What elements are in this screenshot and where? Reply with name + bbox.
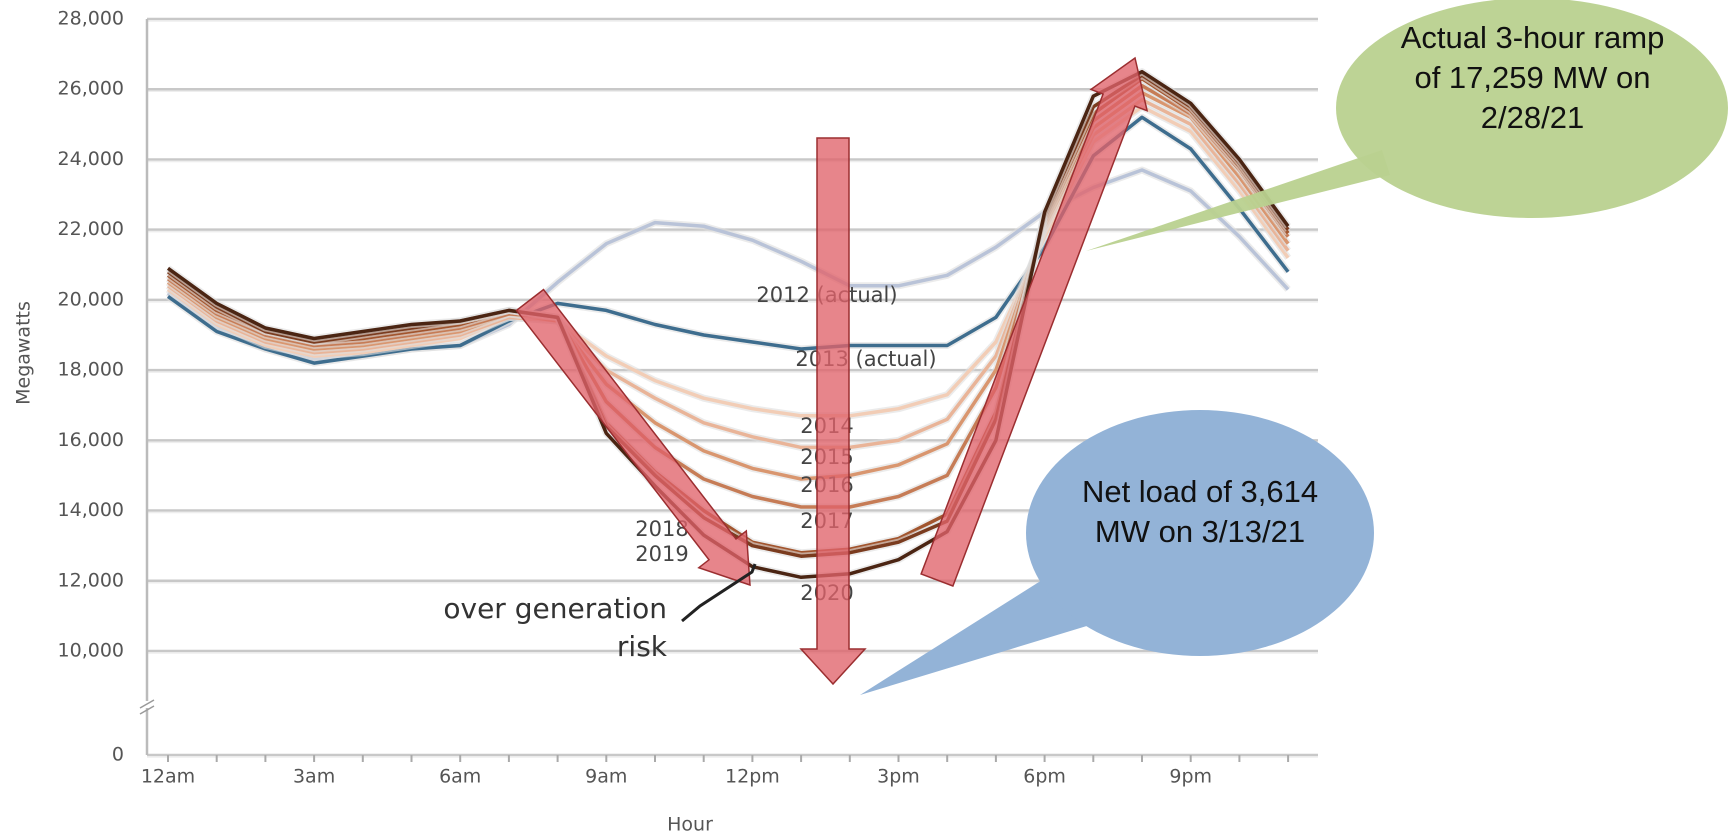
axis-break bbox=[139, 699, 155, 709]
y-tick-label: 14,000 bbox=[58, 499, 124, 521]
leader-line bbox=[681, 563, 757, 623]
annotation-risk: over generation risk bbox=[443, 592, 667, 663]
callout-net-load-bubble bbox=[860, 575, 1090, 695]
arrow bbox=[920, 56, 1149, 587]
x-tick-label: 12pm bbox=[725, 766, 780, 788]
series-label: 2019 bbox=[635, 542, 688, 566]
series-line bbox=[166, 168, 1290, 362]
callout-net-load: Net load of 3,614 MW on 3/13/21 bbox=[1081, 474, 1319, 549]
callout-ramp-bubble bbox=[1336, 0, 1728, 218]
y-tick-label: 26,000 bbox=[58, 78, 124, 100]
x-tick-label: 3am bbox=[293, 766, 335, 788]
y-tick-label: 12,000 bbox=[58, 569, 124, 591]
x-tick-label: 9am bbox=[585, 766, 627, 788]
y-tick-label: 0 bbox=[112, 744, 124, 766]
series-line bbox=[166, 98, 1290, 450]
callout-ramp-bubble bbox=[1086, 150, 1390, 251]
line-shadow bbox=[165, 89, 1291, 483]
y-tick-label: 28,000 bbox=[58, 8, 124, 30]
y-tick-label: 16,000 bbox=[58, 429, 124, 451]
x-tick-label: 3pm bbox=[877, 766, 920, 788]
y-tick-label: 10,000 bbox=[58, 640, 124, 662]
annotations: 2012 (actual)2013 (actual)20142015201620… bbox=[515, 0, 1728, 695]
y-tick-label: 18,000 bbox=[58, 359, 124, 381]
y-axis-label: Megawatts bbox=[13, 301, 35, 405]
arrow bbox=[799, 137, 867, 686]
line-shadow bbox=[165, 96, 1291, 451]
x-tick-label: 9pm bbox=[1169, 766, 1212, 788]
x-tick-label: 12am bbox=[141, 766, 195, 788]
callout-net-load-bubble bbox=[1026, 410, 1374, 656]
arrow bbox=[515, 288, 751, 587]
x-tick-label: 6am bbox=[439, 766, 481, 788]
y-tick-label: 20,000 bbox=[58, 288, 124, 310]
axis-break bbox=[139, 705, 155, 715]
series-line bbox=[166, 90, 1290, 481]
x-tick-label: 6pm bbox=[1023, 766, 1066, 788]
y-tick-label: 24,000 bbox=[58, 148, 124, 170]
x-axis-label: Hour bbox=[667, 814, 713, 836]
y-tick-label: 22,000 bbox=[58, 218, 124, 240]
callout-ramp: Actual 3-hour ramp of 17,259 MW on 2/28/… bbox=[1400, 20, 1665, 135]
line-shadow bbox=[165, 166, 1291, 364]
